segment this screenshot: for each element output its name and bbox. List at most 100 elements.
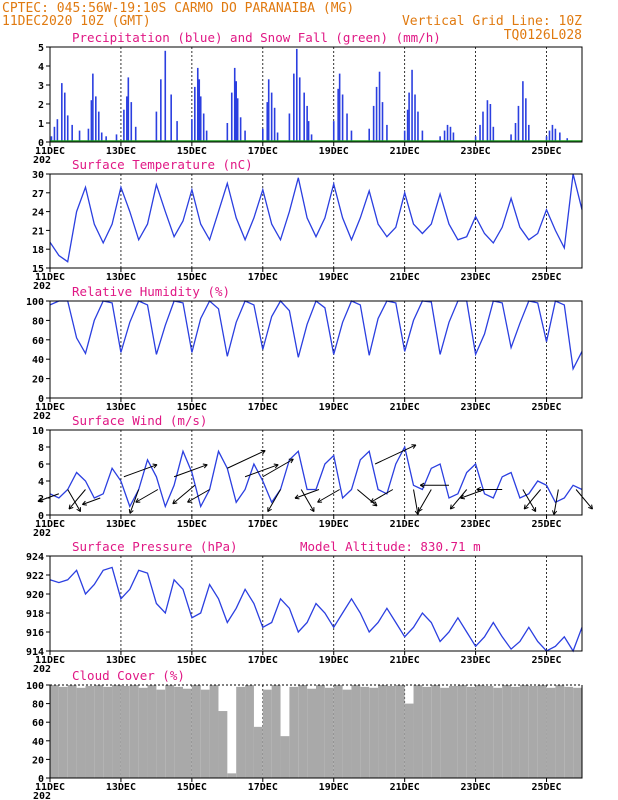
x-tick-label: 19DEC <box>319 402 349 413</box>
x-tick-label: 21DEC <box>390 519 420 530</box>
wind-arrow <box>294 489 320 499</box>
wind-arrow <box>523 489 542 510</box>
y-tick-label: 60 <box>32 336 44 347</box>
precip-bar <box>411 69 413 142</box>
precip-bar <box>115 134 118 142</box>
x-tick-label: 11DEC <box>35 782 65 793</box>
wind-arrow-head <box>290 458 294 464</box>
x-tick-label: 19DEC <box>319 519 349 530</box>
series-line <box>49 566 583 653</box>
precip-bar <box>479 124 481 142</box>
wind-arrow-head <box>524 506 529 510</box>
panel-5: Cloud Cover (%) 0 20 40 60 80 100 11DEC 13DEC 15D… <box>26 668 583 800</box>
wind-arrow <box>135 489 159 503</box>
cloud-bar <box>422 686 432 778</box>
wind-arrow <box>300 489 315 512</box>
cloud-bar <box>289 686 299 778</box>
precip-bar <box>78 130 81 142</box>
cloud-bar <box>369 687 379 778</box>
y-tick-label: 6 <box>38 460 44 471</box>
wind-arrow-head <box>68 506 74 510</box>
precip-bar <box>406 109 409 142</box>
panel-frame <box>49 173 583 269</box>
y-tick-label: 918 <box>26 609 44 620</box>
cloud-bar <box>209 685 219 778</box>
y-tick-label: 18 <box>32 245 44 256</box>
cloud-bar <box>431 685 441 778</box>
cloud-bar <box>511 686 520 778</box>
cloud-bar <box>200 689 210 778</box>
precip-bar <box>350 130 353 142</box>
precip-bar <box>482 111 484 142</box>
wind-arrow-head <box>267 508 272 513</box>
x-tick-label: 25DEC <box>531 402 561 413</box>
precip-bar <box>338 73 341 142</box>
x-tick-label: 11DEC <box>35 402 65 413</box>
y-tick-label: 1 <box>38 119 44 130</box>
x-tick-label: 13DEC <box>106 655 136 666</box>
cloud-bar <box>280 736 290 778</box>
series-line <box>49 173 583 263</box>
cloud-bar <box>103 686 113 778</box>
x-tick-label: 21DEC <box>390 272 420 283</box>
cloud-bar <box>360 686 370 778</box>
year-fragment: 202 <box>33 155 51 166</box>
cloud-bar <box>493 687 503 778</box>
x-tick-label: 23DEC <box>461 146 491 157</box>
x-tick-label: 19DEC <box>319 655 349 666</box>
x-tick-label: 21DEC <box>390 782 420 793</box>
x-tick-label: 17DEC <box>248 146 278 157</box>
cloud-bar <box>555 685 565 778</box>
precip-bar <box>417 111 419 142</box>
cloud-bar <box>440 687 449 778</box>
wind-arrow <box>317 489 340 503</box>
precip-bar <box>386 124 388 142</box>
cloud-bar <box>333 685 343 778</box>
x-tick-label: 19DEC <box>319 782 349 793</box>
cloud-bar <box>58 686 68 778</box>
wind-arrow-head <box>37 497 42 502</box>
cloud-bar <box>466 686 476 778</box>
cloud-bar <box>112 685 121 778</box>
y-tick-label: 3 <box>38 81 44 92</box>
cloud-bar <box>378 685 387 778</box>
cloud-bar <box>395 685 405 778</box>
y-tick-label: 922 <box>26 571 44 582</box>
precip-bar <box>332 121 335 142</box>
precip-bar <box>71 124 73 142</box>
precip-bar <box>155 111 158 142</box>
cloud-bar <box>227 773 237 778</box>
wind-arrow-head <box>420 482 425 486</box>
x-tick-label: 25DEC <box>531 519 561 530</box>
y-tick-label: 924 <box>26 552 44 563</box>
wind-arrow-head <box>128 508 131 514</box>
wind-arrow <box>262 458 294 478</box>
cloud-bar <box>191 685 201 778</box>
precip-bar <box>452 132 455 142</box>
precip-bar <box>239 117 242 142</box>
precip-bar <box>126 96 128 142</box>
precip-bar <box>273 107 276 142</box>
y-tick-label: 20 <box>32 755 44 766</box>
x-tick-label: 15DEC <box>177 655 207 666</box>
x-tick-label: 15DEC <box>177 519 207 530</box>
precip-bar <box>205 130 208 142</box>
precip-bar <box>346 113 348 142</box>
precip-bar <box>56 119 59 142</box>
cloud-bar <box>50 685 59 778</box>
wind-arrow-head <box>203 464 208 469</box>
y-tick-label: 100 <box>26 681 44 692</box>
panel-title: Surface Wind (m/s) <box>72 413 207 428</box>
precip-bar <box>164 50 167 142</box>
wind-arrow-head <box>412 444 417 449</box>
cloud-bar <box>120 685 130 778</box>
panel-title: Cloud Cover (%) <box>72 668 185 683</box>
precip-bar <box>160 79 162 142</box>
series-line <box>49 299 583 372</box>
cloud-bar <box>457 685 467 778</box>
precip-bar <box>267 79 270 142</box>
y-tick-label: 914 <box>26 647 44 658</box>
precip-bar <box>559 132 561 142</box>
panel-title: Surface Pressure (hPa) <box>72 539 238 554</box>
panel-2: Relative Humidity (%) 0 20 40 60 80 100 11DEC 13… <box>26 284 583 422</box>
